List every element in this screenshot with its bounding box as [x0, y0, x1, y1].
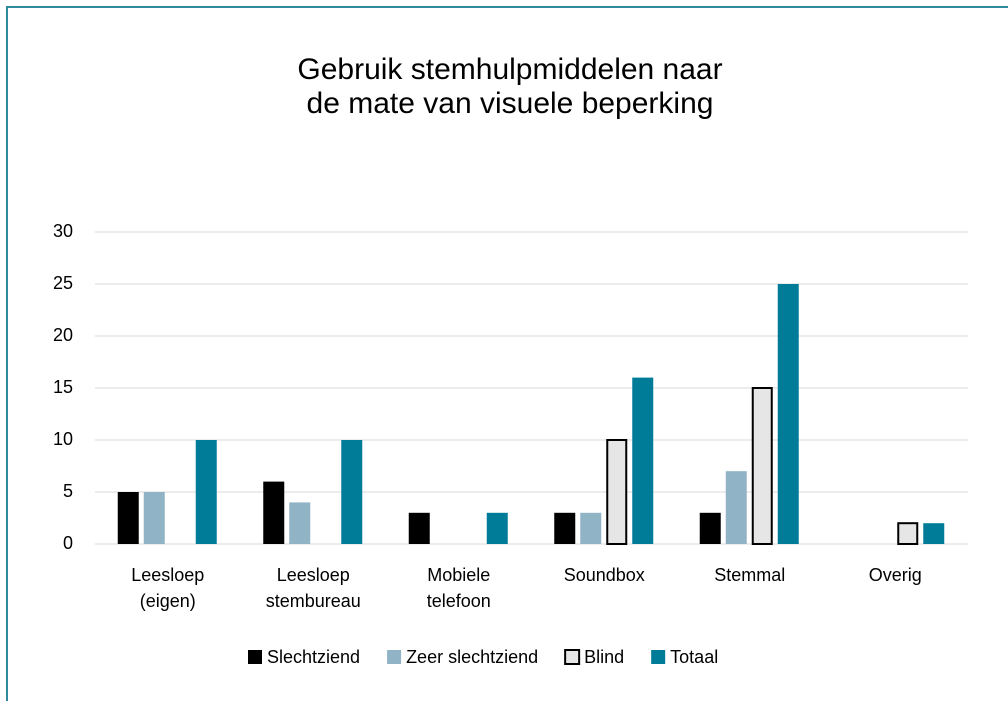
legend-swatch — [387, 650, 402, 664]
y-tick-label: 10 — [53, 429, 73, 449]
legend-swatch — [248, 650, 262, 664]
bar — [606, 439, 628, 545]
bar — [699, 512, 721, 544]
bar — [408, 512, 430, 544]
legend-label: Zeer slechtziend — [406, 647, 538, 667]
bar — [725, 471, 747, 544]
y-tick-label: 15 — [53, 377, 73, 397]
bar — [751, 387, 773, 545]
x-tick-label: Soundbox — [564, 565, 645, 585]
chart-title: Gebruik stemhulpmiddelen naar de mate van… — [297, 53, 722, 120]
bar — [486, 512, 508, 544]
bar — [143, 492, 165, 544]
legend-swatch — [564, 649, 581, 665]
bar — [289, 502, 311, 544]
y-tick-label: 20 — [53, 325, 73, 345]
x-tick-label: Leesloep stembureau — [266, 565, 361, 611]
y-tick-label: 5 — [63, 481, 73, 501]
x-tick-label: Overig — [869, 565, 922, 585]
bar — [580, 512, 602, 544]
legend-label: Blind — [584, 647, 624, 667]
x-tick-label: Mobiele telefoon — [427, 565, 491, 611]
x-tick-label: Leesloep (eigen) — [131, 565, 204, 611]
legend-label: Slechtziend — [267, 647, 360, 667]
y-tick-label: 0 — [63, 533, 73, 553]
y-tick-label: 25 — [53, 273, 73, 293]
bar — [777, 284, 799, 544]
y-tick-label: 30 — [53, 221, 73, 241]
bar — [263, 481, 285, 544]
bar — [117, 492, 139, 544]
legend-swatch — [651, 650, 666, 664]
bar — [554, 512, 576, 544]
bar — [195, 440, 217, 544]
bar — [632, 377, 654, 544]
bar — [923, 523, 945, 544]
legend: Slechtziend Zeer slechtziend Blind Totaal — [248, 647, 718, 667]
bar — [341, 440, 363, 544]
legend-label: Totaal — [670, 647, 718, 667]
x-tick-label: Stemmal — [714, 565, 785, 585]
frame — [6, 6, 1008, 701]
bar — [897, 522, 919, 546]
